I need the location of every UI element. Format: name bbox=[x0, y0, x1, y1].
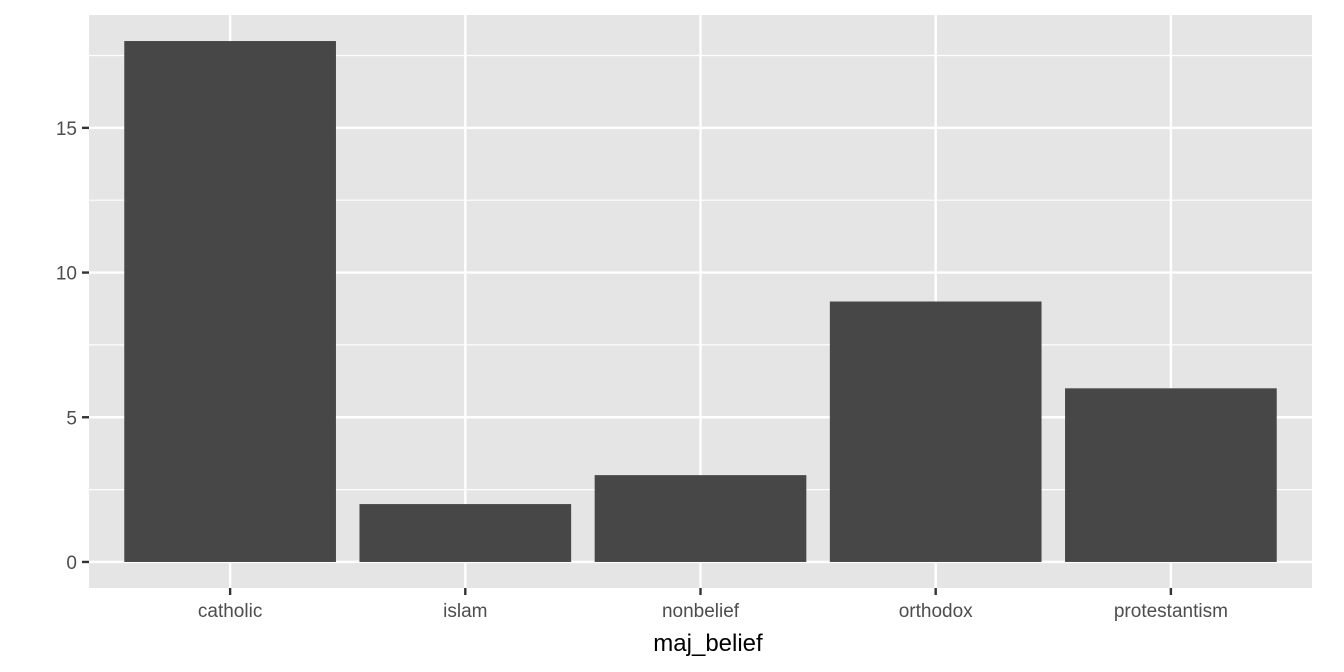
y-tick-label: 15 bbox=[56, 119, 77, 140]
bar-orthodox bbox=[829, 301, 1042, 562]
bar-nonbelief bbox=[594, 475, 807, 562]
x-tick-label: catholic bbox=[198, 601, 262, 622]
y-tick-label: 10 bbox=[56, 264, 77, 285]
x-tick-label: protestantism bbox=[1114, 601, 1228, 622]
bars bbox=[124, 41, 1277, 562]
bar-protestantism bbox=[1065, 388, 1277, 562]
x-tick-label: nonbelief bbox=[662, 601, 740, 622]
bar-catholic bbox=[124, 41, 336, 562]
x-axis-title: maj_belief bbox=[653, 630, 763, 657]
y-axis: 0 5 10 15 bbox=[56, 119, 89, 574]
x-axis: catholic islam nonbelief orthodox protestant… bbox=[198, 588, 1228, 622]
y-tick-label: 5 bbox=[66, 408, 77, 429]
bar-islam bbox=[359, 504, 572, 562]
x-tick-label: islam bbox=[443, 601, 487, 622]
y-tick-label: 0 bbox=[66, 553, 77, 574]
x-tick-label: orthodox bbox=[899, 601, 973, 622]
